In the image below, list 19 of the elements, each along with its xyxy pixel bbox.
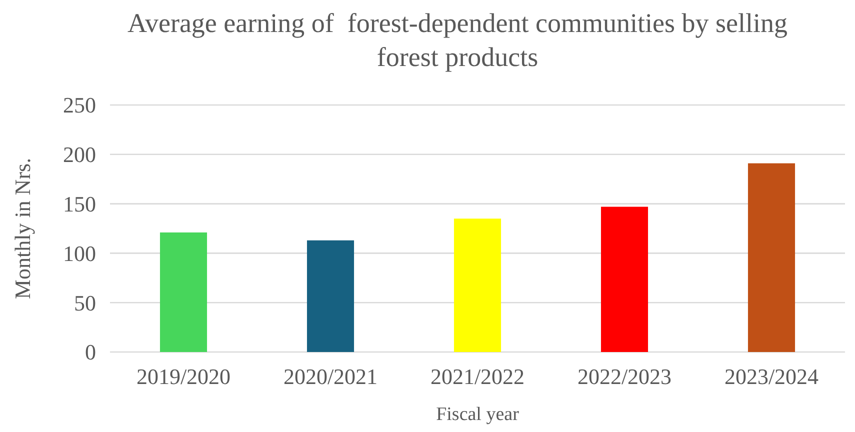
y-tick-label: 100 xyxy=(63,240,96,266)
y-tick-label: 250 xyxy=(63,92,96,118)
bar xyxy=(600,206,648,352)
bar xyxy=(748,163,796,352)
x-tick-label: 2019/2020 xyxy=(136,364,231,389)
y-tick-label: 0 xyxy=(85,340,96,365)
x-tick-label: 2021/2022 xyxy=(430,364,525,389)
y-axis-title: Monthly in Nrs. xyxy=(10,158,35,300)
x-tick-label: 2020/2021 xyxy=(283,364,378,389)
y-tick-label: 50 xyxy=(74,290,96,316)
bar xyxy=(306,240,354,352)
x-tick-label: 2023/2024 xyxy=(724,364,819,389)
x-axis-title: Fiscal year xyxy=(436,404,520,425)
y-tick-label: 150 xyxy=(63,192,96,216)
bar xyxy=(160,232,208,352)
y-tick-label: 200 xyxy=(63,142,96,168)
bar xyxy=(454,218,502,352)
x-tick-label: 2022/2023 xyxy=(577,364,672,389)
chart-title: Average earning of forest-dependent communities by selling forest products xyxy=(127,8,788,72)
